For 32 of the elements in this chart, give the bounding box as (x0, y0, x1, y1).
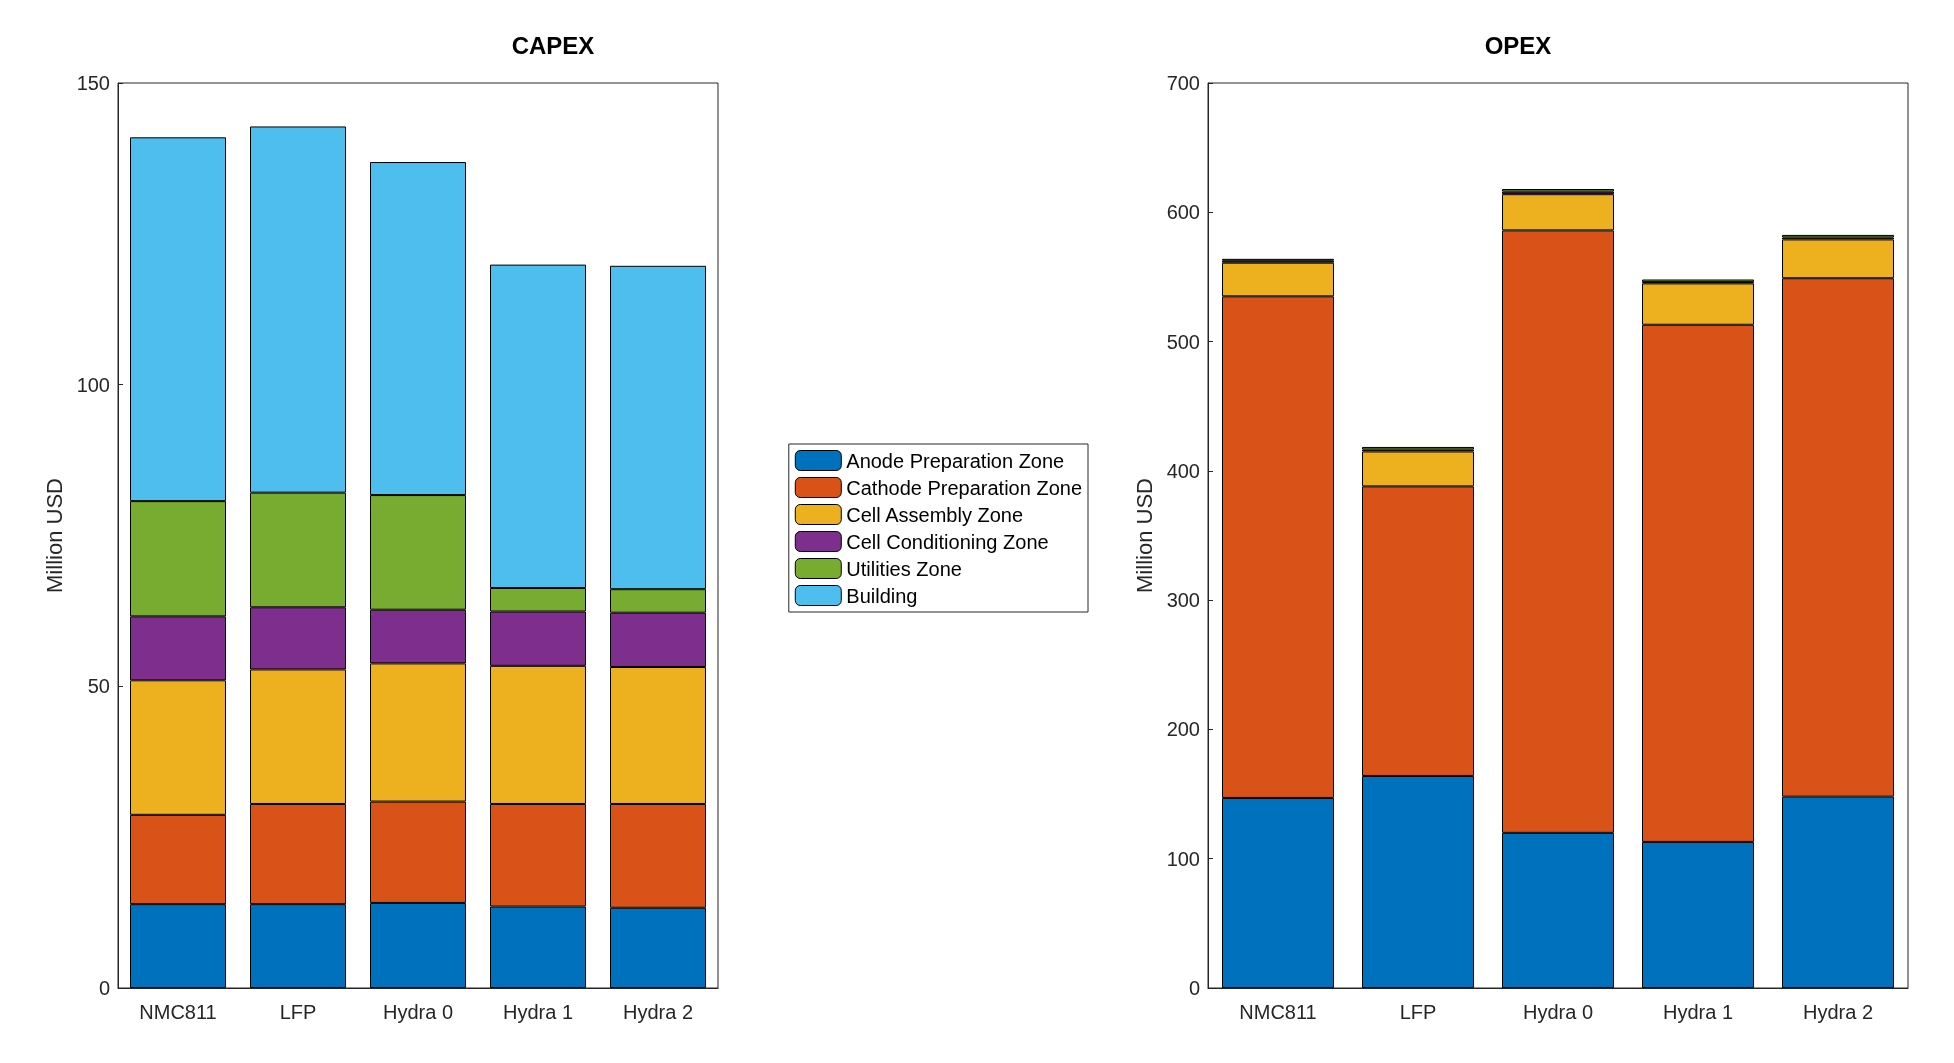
y-tick-label: 300 (1166, 589, 1200, 612)
legend-label: Building (846, 584, 918, 607)
y-tick-label: 100 (76, 373, 110, 396)
y-tick-label: 500 (1166, 330, 1200, 353)
legend-label: Utilities Zone (846, 557, 962, 580)
x-tick-label: Hydra 0 (1522, 1001, 1594, 1023)
y-tick-label: 700 (1166, 72, 1200, 94)
x-tick-label: NMC811 (1239, 1001, 1317, 1023)
y-tick-label: 150 (76, 72, 110, 94)
y-axis-title: Million USD (42, 478, 68, 593)
x-tick-label: NMC811 (139, 1001, 217, 1023)
legend-label: Cell Assembly Zone (846, 503, 1024, 526)
y-axis-title: Million USD (1132, 478, 1158, 593)
legend-label: Cathode Preparation Zone (846, 476, 1083, 499)
y-tick-label: 0 (1188, 977, 1200, 999)
legend-label: Anode Preparation Zone (846, 449, 1065, 472)
y-tick-label: 100 (1166, 847, 1200, 870)
x-tick-label: LFP (1399, 1001, 1437, 1023)
x-tick-label: LFP (279, 1001, 317, 1023)
chart-title: OPEX (1484, 31, 1552, 59)
x-tick-label: Hydra 0 (382, 1001, 454, 1023)
legend-label: Cell Conditioning Zone (846, 530, 1049, 553)
x-tick-label: Hydra 2 (622, 1001, 694, 1023)
y-tick-label: 200 (1166, 718, 1200, 741)
x-tick-label: Hydra 1 (1662, 1001, 1734, 1023)
chart-title: CAPEX (511, 31, 595, 59)
y-tick-label: 0 (98, 977, 110, 999)
x-tick-label: Hydra 2 (1802, 1001, 1874, 1023)
y-tick-label: 50 (87, 675, 110, 698)
x-tick-label: Hydra 1 (502, 1001, 574, 1023)
y-tick-label: 400 (1166, 459, 1200, 482)
y-tick-label: 600 (1166, 201, 1200, 224)
